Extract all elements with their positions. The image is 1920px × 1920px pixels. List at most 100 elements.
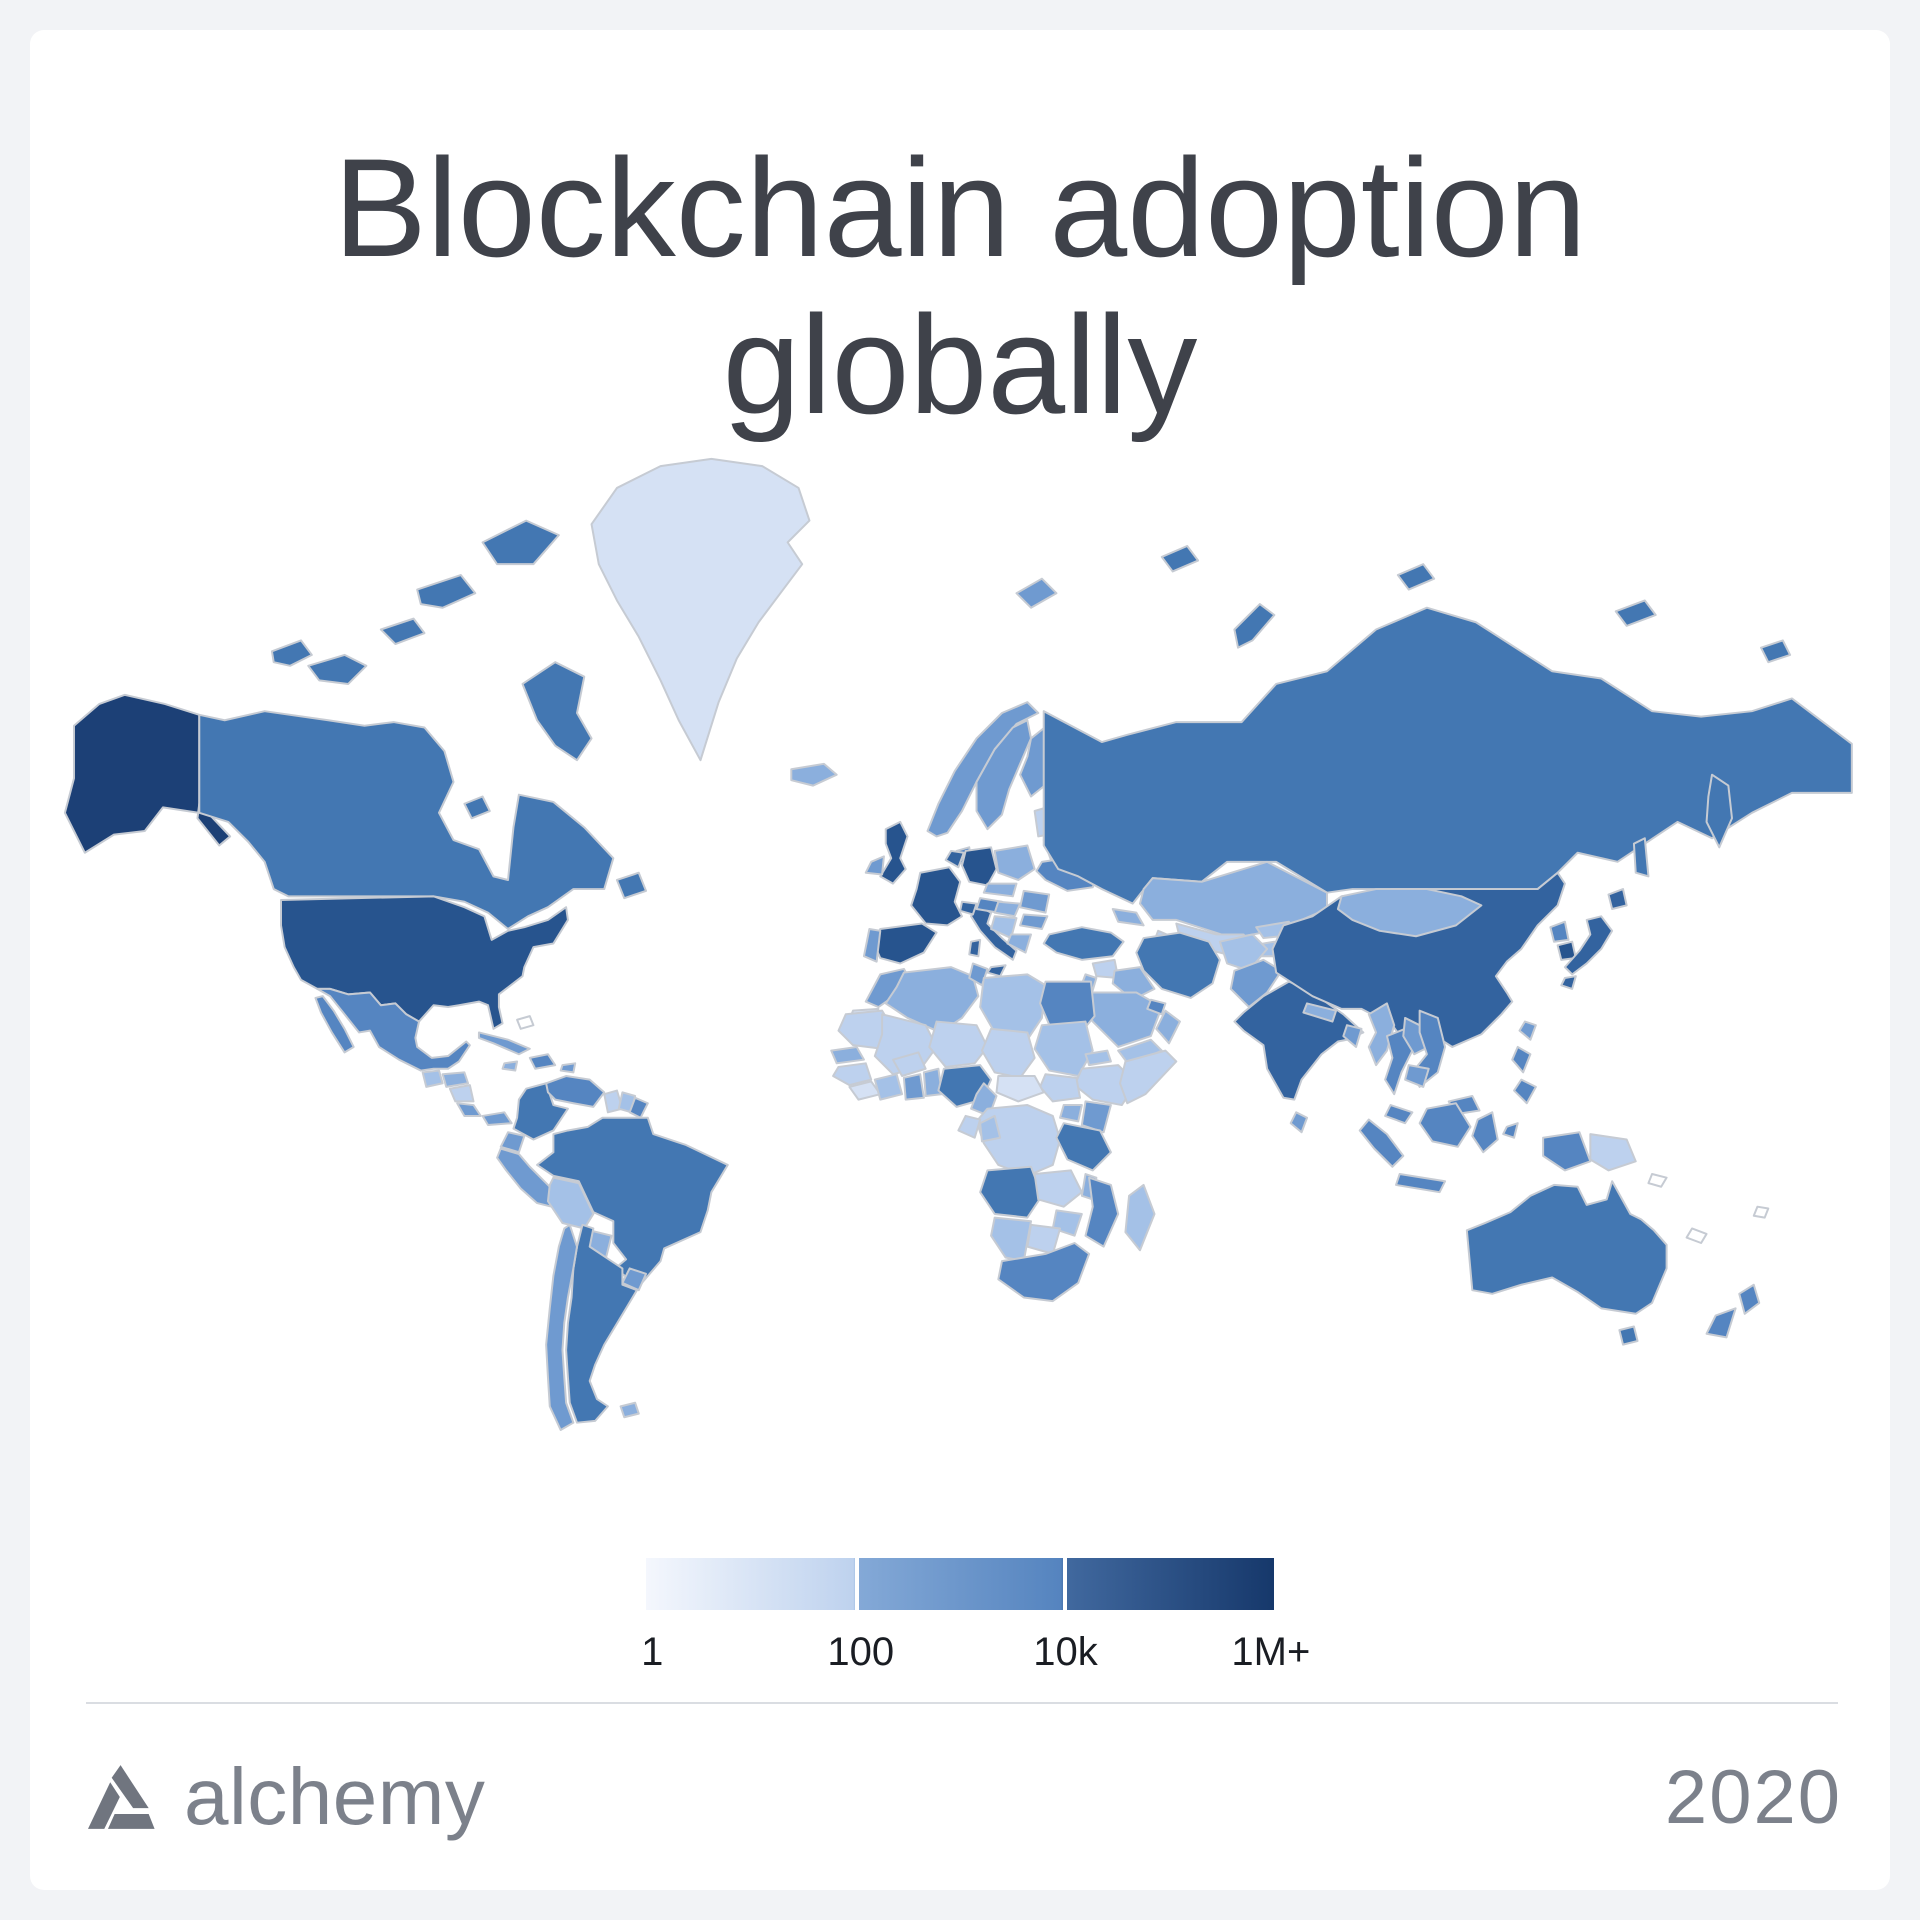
legend-gradient-bar [646, 1558, 1274, 1610]
country-cambodia [1404, 1064, 1430, 1088]
country-canada-newfoundland [615, 871, 648, 900]
country-indonesia-west-papua [1542, 1131, 1592, 1172]
country-angola [979, 1165, 1043, 1219]
country-argentina [565, 1223, 638, 1424]
country-philippines-mindanao [1513, 1078, 1537, 1105]
country-afghanistan [1218, 933, 1269, 972]
country-benelux [944, 849, 965, 869]
country-falkland-islands [619, 1401, 640, 1419]
country-philippines-luzon [1511, 1045, 1532, 1074]
country-burkina-faso [891, 1051, 927, 1078]
country-chile [545, 1223, 579, 1431]
country-laos [1402, 1016, 1430, 1056]
country-alaska [63, 693, 201, 854]
legend-tick-100: 100 [827, 1630, 895, 1674]
country-jamaica [501, 1060, 519, 1072]
country-madagascar [1124, 1183, 1156, 1252]
legend-tick-1m: 1M+ [1231, 1630, 1311, 1674]
country-gabon [957, 1114, 982, 1139]
country-myanmar [1367, 1002, 1396, 1067]
country-papua-new-guinea [1589, 1133, 1637, 1172]
country-china [1271, 871, 1566, 1048]
country-russia-kamchatka [1705, 773, 1733, 849]
country-new-zealand-south [1705, 1307, 1737, 1339]
footer-divider [86, 1702, 1838, 1704]
country-russia [1042, 606, 1853, 905]
country-indonesia-sulawesi [1471, 1111, 1499, 1154]
alchemy-logo-icon [88, 1765, 155, 1829]
legend-separator-1 [855, 1558, 860, 1610]
country-canada-island-arctic2 [379, 617, 426, 646]
country-ivory-coast [873, 1073, 904, 1101]
country-sweden [975, 719, 1033, 831]
country-somalia [1118, 1049, 1178, 1105]
country-south-sudan [1039, 1073, 1082, 1103]
country-italy [970, 904, 1018, 961]
country-indonesia-java [1395, 1173, 1447, 1194]
color-scale-legend: 1 100 10k 1M+ [641, 1558, 1310, 1676]
country-guatemala [421, 1069, 444, 1088]
country-greenland [590, 457, 811, 762]
country-japan-honshu [1563, 915, 1614, 976]
country-mexico [316, 987, 471, 1072]
brand-lockup: alchemy [88, 1751, 485, 1843]
country-canada-island-arctic1 [416, 574, 477, 609]
country-germany [961, 846, 998, 887]
country-indonesia-sumatra [1358, 1118, 1405, 1168]
country-ireland [864, 855, 885, 876]
country-guinea [832, 1062, 873, 1087]
country-namibia [990, 1216, 1033, 1263]
country-oman [1155, 1009, 1181, 1045]
country-cuba [477, 1031, 531, 1056]
world-map-svg [63, 457, 1853, 1431]
country-malaysia [1384, 1104, 1414, 1125]
country-russia-sakhalin [1632, 837, 1650, 878]
country-costa-rica [456, 1102, 482, 1117]
country-tanzania [1055, 1122, 1112, 1172]
legend-tick-labels: 1 100 10k 1M+ [641, 1624, 1310, 1676]
country-uruguay [621, 1267, 648, 1292]
country-iran [1135, 931, 1221, 999]
country-hungary [993, 900, 1022, 918]
country-ecuador [499, 1131, 526, 1154]
country-nicaragua [448, 1084, 475, 1103]
country-mexico-baja [314, 995, 355, 1054]
country-pakistan [1229, 958, 1283, 1009]
country-niger [928, 1020, 989, 1068]
country-mozambique [1084, 1176, 1120, 1248]
country-canada-island-banks [270, 639, 313, 667]
country-mongolia [1336, 888, 1483, 938]
country-libya [979, 973, 1047, 1041]
country-japan-kyushu [1560, 975, 1577, 990]
country-spain [872, 922, 938, 965]
country-romania [1019, 889, 1051, 914]
country-canada [198, 710, 615, 930]
country-nepal [1302, 1002, 1338, 1023]
country-hispaniola [528, 1053, 557, 1070]
country-venezuela [545, 1075, 606, 1108]
country-russia-new-siberian [1614, 599, 1657, 627]
country-canada-island-southampton [463, 795, 491, 820]
country-switzerland [959, 900, 978, 916]
country-russia-novaya-zemlya [1233, 603, 1276, 649]
country-bangladesh [1342, 1024, 1363, 1048]
country-bulgaria [1019, 913, 1049, 930]
country-kenya [1080, 1100, 1112, 1134]
country-gulf-states [1146, 998, 1167, 1016]
page-title: Blockchain adoption globally [30, 129, 1890, 444]
legend-tick-10k: 10k [1033, 1630, 1098, 1674]
country-fiji [1752, 1205, 1770, 1219]
footer: alchemy 2020 [88, 1704, 1842, 1890]
country-brazil [536, 1116, 729, 1288]
country-uganda [1059, 1104, 1083, 1123]
country-canada-island-baffin [521, 661, 593, 762]
country-portugal [862, 927, 882, 963]
infographic-card: Blockchain adoption globally [30, 30, 1890, 1890]
year-label: 2020 [1664, 1754, 1842, 1840]
country-taiwan [1518, 1020, 1537, 1041]
brand-name: alchemy [184, 1752, 486, 1841]
country-uk [879, 820, 909, 885]
country-sri-lanka [1289, 1111, 1309, 1134]
country-bolivia [546, 1176, 595, 1230]
country-north-korea [1549, 920, 1570, 943]
